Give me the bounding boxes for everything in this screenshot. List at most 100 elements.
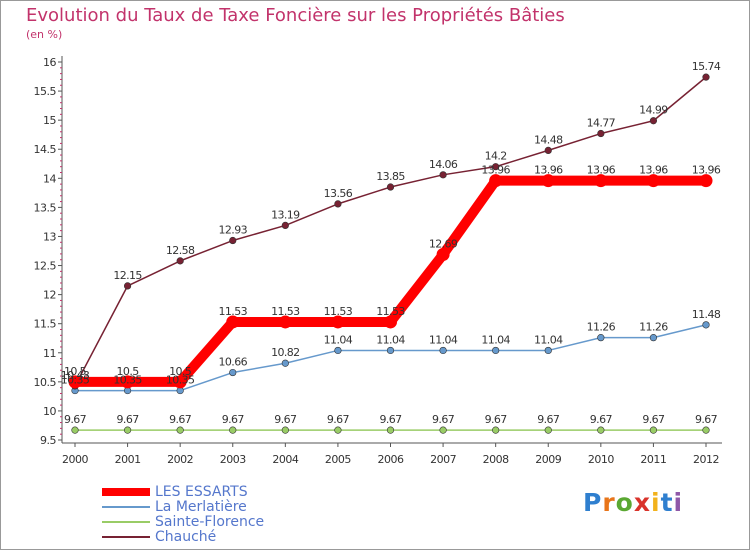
y-tick-label: 13 [43, 230, 56, 243]
data-point-sainte-florence [71, 426, 79, 434]
x-tick-label: 2001 [115, 453, 141, 466]
data-label-la-merlatiere: 10.35 [166, 374, 195, 387]
data-label-chauche: 12.15 [113, 269, 142, 282]
data-label-sainte-florence: 9.67 [117, 413, 140, 426]
y-tick-label: 11 [43, 347, 56, 360]
data-point-chauche [229, 236, 237, 245]
data-label-chauche: 10.43 [61, 369, 90, 382]
y-tick-label: 13.5 [34, 201, 57, 214]
logo-letter: o [615, 488, 634, 517]
x-tick-label: 2012 [693, 453, 719, 466]
data-point-les-essarts [699, 174, 713, 188]
data-label-les-essarts: 11.53 [324, 305, 353, 318]
data-point-la-merlatiere [597, 334, 605, 342]
x-tick-label: 2003 [220, 453, 246, 466]
data-point-la-merlatiere [649, 334, 658, 342]
data-label-la-merlatiere: 11.04 [481, 333, 510, 346]
data-point-la-merlatiere [386, 346, 395, 355]
y-tick-label: 15 [43, 114, 56, 127]
data-label-la-merlatiere: 11.04 [429, 333, 458, 346]
chart-title: Evolution du Taux de Taxe Foncière sur l… [26, 5, 565, 26]
x-tick-label: 2010 [588, 453, 614, 466]
x-tick-label: 2006 [378, 453, 404, 466]
data-label-les-essarts: 12.69 [429, 237, 458, 250]
data-label-sainte-florence: 9.67 [379, 413, 402, 426]
data-point-la-merlatiere [439, 346, 447, 355]
logo-letter: i [673, 488, 684, 517]
data-point-sainte-florence [334, 426, 342, 434]
legend-label-chauche: Chauché [155, 529, 217, 545]
data-label-sainte-florence: 9.67 [537, 413, 560, 426]
data-label-les-essarts: 10.5 [169, 365, 192, 378]
legend-label-la-merlatiere: La Merlatière [155, 499, 247, 515]
legend-label-les-essarts: LES ESSARTS [155, 484, 248, 500]
data-point-la-merlatiere [492, 346, 500, 355]
legend-swatch-chauche [102, 536, 150, 538]
data-label-les-essarts: 10.5 [117, 365, 140, 378]
y-tick-label: 14.5 [34, 143, 57, 156]
data-label-les-essarts: 11.53 [219, 305, 248, 318]
logo-letter: r [602, 488, 616, 517]
data-point-sainte-florence [492, 426, 500, 434]
data-label-chauche: 14.06 [429, 158, 458, 171]
logo-letter: P [583, 488, 603, 517]
data-point-les-essarts [594, 174, 608, 188]
data-point-sainte-florence [229, 426, 237, 434]
y-tick-label: 16 [43, 56, 56, 69]
data-label-la-merlatiere: 10.66 [219, 356, 248, 369]
data-label-la-merlatiere: 11.26 [639, 321, 668, 334]
data-point-les-essarts [226, 315, 240, 329]
data-point-les-essarts [173, 375, 187, 389]
chart-unit-label: (en %) [26, 28, 63, 41]
x-tick-label: 2004 [272, 453, 298, 466]
data-label-les-essarts: 13.96 [587, 164, 616, 177]
data-label-sainte-florence: 9.67 [432, 413, 455, 426]
data-point-chauche [176, 257, 184, 265]
data-label-la-merlatiere: 10.35 [61, 374, 90, 387]
data-point-les-essarts [489, 174, 503, 188]
data-point-la-merlatiere [334, 346, 342, 355]
data-point-chauche [702, 73, 710, 81]
y-tick-label: 15.5 [34, 85, 57, 98]
data-label-sainte-florence: 9.67 [64, 413, 87, 426]
data-point-les-essarts [436, 247, 450, 261]
data-point-sainte-florence [281, 426, 289, 434]
data-label-sainte-florence: 9.67 [485, 413, 508, 426]
data-point-chauche [597, 129, 605, 138]
data-label-sainte-florence: 9.67 [695, 413, 718, 426]
data-label-la-merlatiere: 11.04 [376, 333, 405, 346]
data-point-les-essarts [68, 375, 82, 389]
data-label-chauche: 15.74 [692, 60, 721, 73]
data-point-chauche [544, 146, 552, 154]
y-tick-label: 14 [43, 172, 56, 185]
y-tick-label: 12 [43, 289, 56, 302]
data-label-la-merlatiere: 10.35 [113, 374, 142, 387]
legend-swatch-la-merlatiere [102, 506, 150, 508]
data-point-les-essarts [384, 315, 397, 329]
data-label-chauche: 14.2 [485, 150, 507, 163]
data-label-les-essarts: 11.53 [271, 305, 300, 318]
data-label-chauche: 14.48 [534, 133, 563, 146]
data-point-sainte-florence [702, 426, 710, 434]
legend-label-sainte-florence: Sainte-Florence [155, 514, 265, 530]
data-point-la-merlatiere [229, 368, 237, 377]
data-label-les-essarts: 13.96 [692, 164, 721, 177]
data-label-la-merlatiere: 11.26 [587, 321, 616, 334]
y-tick-label: 10.5 [34, 376, 57, 389]
data-label-les-essarts: 13.96 [639, 164, 668, 177]
data-point-sainte-florence [123, 426, 132, 434]
data-label-chauche: 12.93 [219, 224, 248, 237]
data-point-sainte-florence [649, 426, 658, 434]
logo-letter: t [660, 488, 674, 517]
x-tick-label: 2002 [167, 453, 193, 466]
data-point-sainte-florence [544, 426, 552, 434]
data-label-chauche: 14.77 [587, 117, 616, 130]
x-tick-label: 2009 [535, 453, 561, 466]
data-label-sainte-florence: 9.67 [274, 413, 297, 426]
data-label-chauche: 13.19 [271, 208, 300, 221]
data-point-chauche [386, 183, 395, 191]
data-point-chauche [649, 117, 658, 125]
data-label-chauche: 12.58 [166, 244, 195, 257]
data-label-les-essarts: 13.96 [481, 164, 510, 177]
